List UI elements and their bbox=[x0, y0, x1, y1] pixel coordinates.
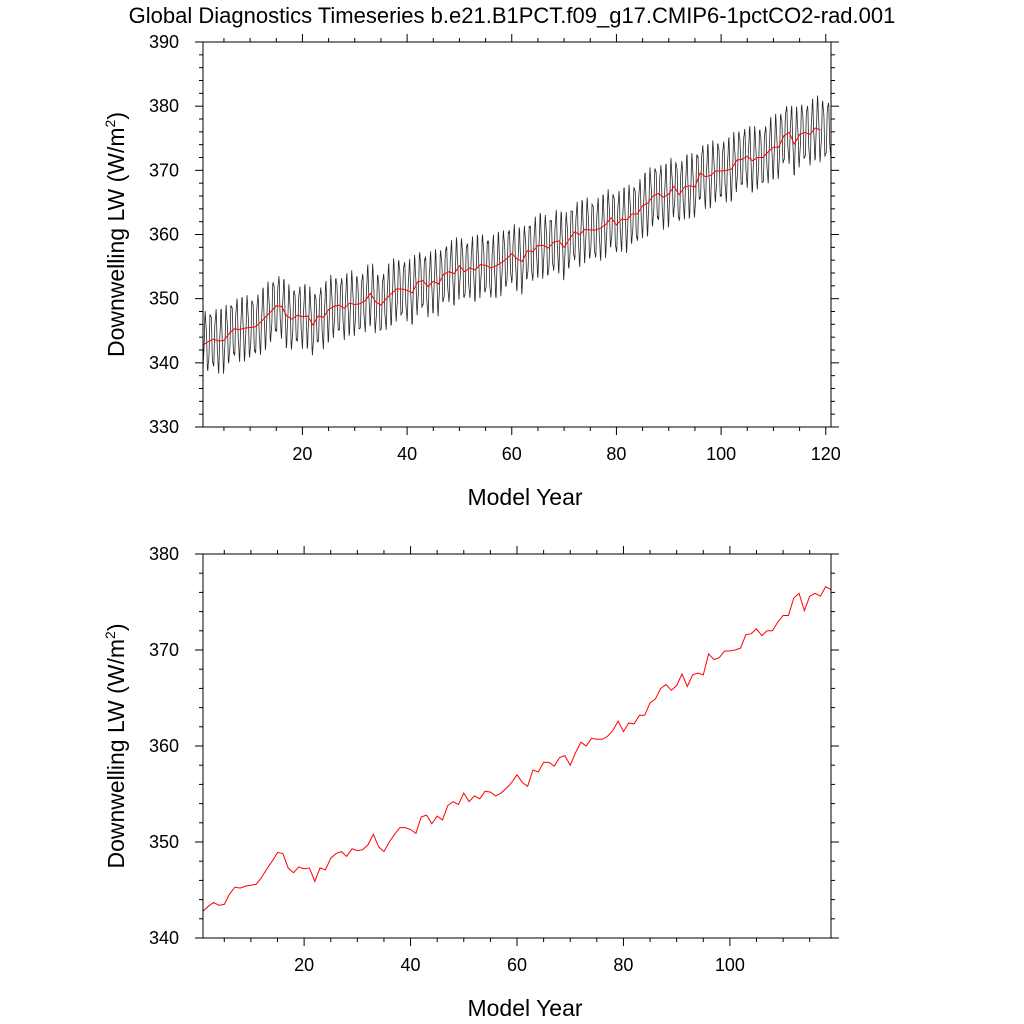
x-tick-label: 80 bbox=[613, 955, 633, 975]
plot-area bbox=[202, 95, 832, 374]
x-axis-label: Model Year bbox=[467, 995, 582, 1021]
x-tick-label: 100 bbox=[715, 955, 745, 975]
y-tick-label: 350 bbox=[149, 832, 179, 852]
monthly-series-line bbox=[202, 95, 832, 374]
y-tick-label: 340 bbox=[149, 928, 179, 948]
plot-frame bbox=[202, 553, 832, 939]
bottom-panel: 20 40 60 80 100 340 350 360 370 380 Model Year Down… bbox=[102, 544, 839, 1021]
y-tick-label: 340 bbox=[149, 353, 179, 373]
y-tick-label: 370 bbox=[149, 160, 179, 180]
y-tick-label: 350 bbox=[149, 289, 179, 309]
plot-frame bbox=[202, 41, 832, 428]
y-tick-label: 360 bbox=[149, 736, 179, 756]
x-tick-label: 80 bbox=[606, 444, 626, 464]
x-tick-label: 60 bbox=[507, 955, 527, 975]
y-tick-label: 360 bbox=[149, 225, 179, 245]
x-tick-label: 20 bbox=[292, 444, 312, 464]
x-tick-label: 40 bbox=[397, 444, 417, 464]
y-axis-label: Downwelling LW (W/m2) bbox=[102, 623, 129, 868]
y-tick-label: 380 bbox=[149, 96, 179, 116]
x-tick-label: 120 bbox=[811, 444, 841, 464]
y-tick-label: 380 bbox=[149, 544, 179, 564]
x-tick-label: 60 bbox=[502, 444, 522, 464]
chart-title: Global Diagnostics Timeseries b.e21.B1PC… bbox=[129, 3, 896, 28]
y-tick-label: 330 bbox=[149, 417, 179, 437]
x-tick-label: 40 bbox=[401, 955, 421, 975]
y-tick-label: 390 bbox=[149, 32, 179, 52]
annual-mean-series-line bbox=[202, 585, 832, 912]
plot-area bbox=[202, 585, 832, 912]
x-tick-label: 100 bbox=[706, 444, 736, 464]
y-axis-label: Downwelling LW (W/m2) bbox=[102, 112, 129, 357]
annual-mean-series-line bbox=[202, 127, 821, 346]
x-axis-label: Model Year bbox=[467, 484, 582, 510]
y-tick-label: 370 bbox=[149, 640, 179, 660]
top-panel: 20 40 60 80 100 120 330 340 350 360 370 380 390 Model… bbox=[102, 32, 841, 510]
x-tick-label: 20 bbox=[294, 955, 314, 975]
